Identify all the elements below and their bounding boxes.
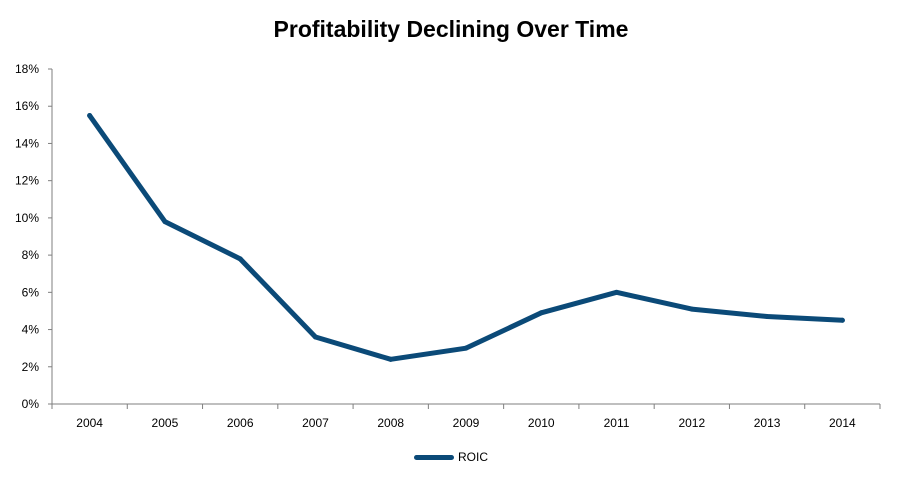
y-tick-label: 0% (22, 397, 40, 411)
data-point (839, 317, 845, 323)
x-tick-label: 2012 (678, 416, 705, 430)
y-tick-label: 2% (22, 360, 40, 374)
series-layer (87, 113, 845, 362)
y-tick-label: 16% (15, 99, 39, 113)
data-point (764, 314, 770, 320)
data-point (312, 334, 318, 340)
data-point (689, 306, 695, 312)
data-point (237, 256, 243, 262)
x-tick-label: 2006 (227, 416, 254, 430)
x-tick-label: 2007 (302, 416, 329, 430)
x-axis-ticks: 2004 2005 2006 2007 2008 2009 2010 2011 2012 2013… (51, 404, 881, 430)
data-point (463, 345, 469, 351)
legend-label-roic: ROIC (458, 450, 488, 464)
series-line-roic (87, 113, 845, 362)
data-point (538, 310, 544, 316)
y-tick-label: 14% (15, 136, 39, 150)
x-tick-label: 2014 (829, 416, 856, 430)
y-tick-label: 4% (22, 323, 40, 337)
y-axis-ticks: 0% 2% 4% 6% 8% 10% 12% 14% 16% 18% (15, 62, 52, 411)
x-tick-label: 2009 (453, 416, 480, 430)
chart-title: Profitability Declining Over Time (273, 16, 629, 42)
data-point (162, 219, 168, 225)
x-tick-label: 2011 (604, 416, 630, 430)
y-tick-label: 12% (15, 174, 39, 188)
y-tick-label: 6% (22, 285, 40, 299)
y-tick-label: 10% (15, 211, 39, 225)
chart-axes (51, 69, 880, 405)
x-tick-label: 2005 (152, 416, 179, 430)
data-point (87, 113, 93, 119)
x-tick-label: 2004 (76, 416, 103, 430)
x-tick-label: 2013 (754, 416, 781, 430)
y-tick-label: 8% (22, 248, 40, 262)
data-point (388, 356, 394, 362)
y-tick-label: 18% (15, 62, 39, 76)
legend-swatch-roic (414, 454, 454, 460)
data-point (614, 289, 620, 295)
x-tick-label: 2010 (528, 416, 555, 430)
x-tick-label: 2008 (377, 416, 404, 430)
legend: ROIC (0, 450, 902, 464)
